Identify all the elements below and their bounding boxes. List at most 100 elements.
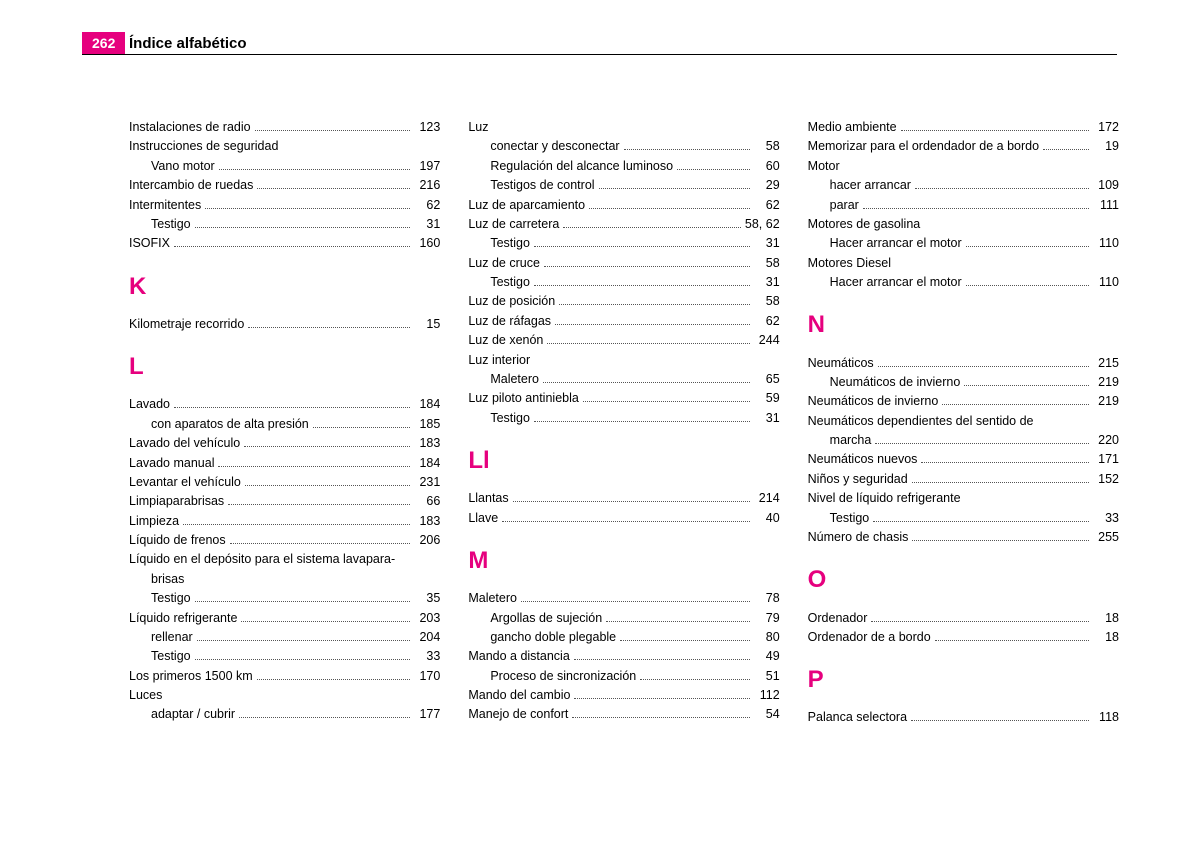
index-entry: Luz piloto antiniebla59 [468, 389, 779, 408]
entry-label: Regulación del alcance luminoso [490, 157, 673, 176]
entry-page: 62 [754, 196, 780, 215]
index-entry: Mando del cambio112 [468, 686, 779, 705]
index-entry: Los primeros 1500 km170 [129, 667, 440, 686]
entry-label: Luz de xenón [468, 331, 543, 350]
entry-label: Manejo de confort [468, 705, 568, 724]
leader-dots [589, 208, 750, 209]
index-entry: Neumáticos de invierno219 [808, 373, 1119, 392]
index-entry: parar111 [808, 196, 1119, 215]
entry-page: 51 [754, 667, 780, 686]
entry-page: 152 [1093, 470, 1119, 489]
entry-page: 58 [754, 137, 780, 156]
entry-label: Maletero [490, 370, 539, 389]
index-entry: Luz interior [468, 351, 779, 370]
index-entry: Kilometraje recorrido15 [129, 315, 440, 334]
leader-dots [228, 504, 410, 505]
leader-dots [257, 188, 410, 189]
column-1: Instalaciones de radio 123Instrucciones d… [129, 118, 440, 728]
index-entry: Líquido refrigerante203 [129, 609, 440, 628]
leader-dots [205, 208, 410, 209]
index-entry: Testigo31 [468, 273, 779, 292]
entry-label: Maletero [468, 589, 517, 608]
entry-page: 219 [1093, 392, 1119, 411]
entry-label: Limpiaparabrisas [129, 492, 224, 511]
leader-dots [218, 466, 410, 467]
entry-label: Luz de posición [468, 292, 555, 311]
entry-page: 123 [414, 118, 440, 137]
entry-page: 80 [754, 628, 780, 647]
leader-dots [574, 659, 750, 660]
index-entry: Líquido de frenos206 [129, 531, 440, 550]
entry-label: Neumáticos nuevos [808, 450, 918, 469]
entry-label: Testigo [830, 509, 870, 528]
index-entry: Lavado 184 [129, 395, 440, 414]
entry-page: 172 [1093, 118, 1119, 137]
index-entry: Testigo 33 [808, 509, 1119, 528]
entry-label: Luz [468, 118, 488, 137]
leader-dots [624, 149, 750, 150]
section-letter: K [129, 268, 440, 305]
entry-page: 31 [754, 409, 780, 428]
index-entry: Intermitentes62 [129, 196, 440, 215]
leader-dots [572, 717, 749, 718]
entry-label: Vano motor [151, 157, 215, 176]
column-3: Medio ambiente172Memorizar para el orden… [808, 118, 1119, 728]
entry-page: 33 [1093, 509, 1119, 528]
leader-dots [513, 501, 750, 502]
column-2: Luzconectar y desconectar 58 Regulación de… [468, 118, 779, 728]
entry-page: 160 [414, 234, 440, 253]
index-entry: Testigo31 [468, 409, 779, 428]
leader-dots [183, 524, 410, 525]
entry-label: Ordenador de a bordo [808, 628, 931, 647]
leader-dots [964, 385, 1089, 386]
index-entry: Lavado manual184 [129, 454, 440, 473]
entry-label: con aparatos de alta presión [151, 415, 309, 434]
entry-page: 18 [1093, 628, 1119, 647]
entry-label: Líquido de frenos [129, 531, 226, 550]
entry-label: Líquido refrigerante [129, 609, 237, 628]
entry-page: 255 [1093, 528, 1119, 547]
leader-dots [677, 169, 750, 170]
entry-label: Instalaciones de radio [129, 118, 251, 137]
entry-label: Palanca selectora [808, 708, 907, 727]
entry-label: Testigos de control [490, 176, 594, 195]
index-entry: Ordenador18 [808, 609, 1119, 628]
index-entry: Neumáticos dependientes del sentido de [808, 412, 1119, 431]
entry-label: Levantar el vehículo [129, 473, 241, 492]
entry-page: 79 [754, 609, 780, 628]
entry-label: Lavado [129, 395, 170, 414]
entry-label: Testigo [151, 589, 191, 608]
entry-page: 31 [414, 215, 440, 234]
leader-dots [534, 285, 750, 286]
index-entry: Líquido en el depósito para el sistema l… [129, 550, 440, 569]
entry-label: Testigo [490, 273, 530, 292]
entry-page: 40 [754, 509, 780, 528]
leader-dots [502, 521, 749, 522]
index-entry: Instrucciones de seguridad [129, 137, 440, 156]
entry-label: rellenar [151, 628, 193, 647]
entry-label: Testigo [151, 647, 191, 666]
index-entry: hacer arrancar109 [808, 176, 1119, 195]
entry-page: 31 [754, 234, 780, 253]
leader-dots [555, 324, 750, 325]
entry-label: ISOFIX [129, 234, 170, 253]
leader-dots [257, 679, 411, 680]
leader-dots [942, 404, 1089, 405]
entry-label: Testigo [490, 234, 530, 253]
index-entry: Motor [808, 157, 1119, 176]
entry-label: conectar y desconectar [490, 137, 619, 156]
entry-page: 18 [1093, 609, 1119, 628]
entry-page: 58 [754, 292, 780, 311]
index-entry: ISOFIX 160 [129, 234, 440, 253]
index-entry: Limpieza183 [129, 512, 440, 531]
index-entry: Palanca selectora118 [808, 708, 1119, 727]
index-entry: Maletero78 [468, 589, 779, 608]
leader-dots [911, 720, 1089, 721]
leader-dots [915, 188, 1089, 189]
entry-page: 184 [414, 395, 440, 414]
entry-label: Neumáticos [808, 354, 874, 373]
leader-dots [935, 640, 1089, 641]
leader-dots [912, 540, 1089, 541]
entry-label: Motores de gasolina [808, 215, 921, 234]
index-entry: brisas [129, 570, 440, 589]
